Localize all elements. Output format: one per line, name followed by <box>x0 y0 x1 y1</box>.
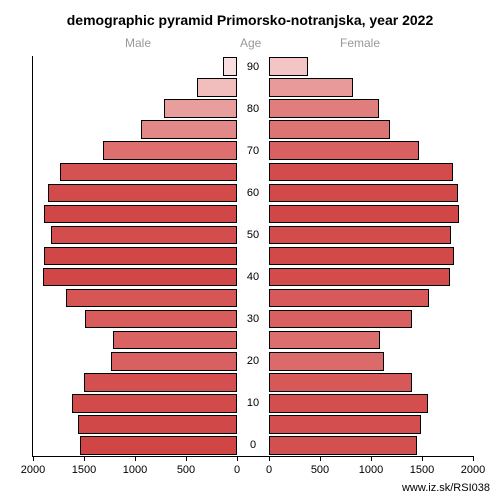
male-bar <box>85 310 237 329</box>
male-bar <box>113 331 237 350</box>
x-tick-label: 500 <box>166 464 206 476</box>
female-bar <box>269 57 308 76</box>
pyramid-chart: demographic pyramid Primorsko-notranjska… <box>0 0 500 500</box>
female-bar <box>269 78 353 97</box>
x-tick <box>320 456 321 461</box>
x-tick-label: 500 <box>300 464 340 476</box>
male-bar <box>43 268 237 287</box>
x-tick-label: 1000 <box>351 464 391 476</box>
age-tick-label: 30 <box>237 313 269 325</box>
female-bar <box>269 205 459 224</box>
male-bar <box>78 415 237 434</box>
x-tick <box>186 456 187 461</box>
female-bar <box>269 247 454 266</box>
age-tick-label: 60 <box>237 187 269 199</box>
female-bar <box>269 289 429 308</box>
male-bar <box>223 57 237 76</box>
female-bar <box>269 331 380 350</box>
x-tick <box>371 456 372 461</box>
female-bar <box>269 415 421 434</box>
female-bar <box>269 373 412 392</box>
male-bar <box>44 247 237 266</box>
female-bar <box>269 394 428 413</box>
age-tick-label: 90 <box>237 61 269 73</box>
male-bar <box>66 289 237 308</box>
age-tick-label: 40 <box>237 271 269 283</box>
x-tick <box>269 456 270 461</box>
female-bar <box>269 310 412 329</box>
male-bar <box>141 120 237 139</box>
x-tick-label: 2000 <box>453 464 493 476</box>
female-header: Female <box>340 36 380 50</box>
female-bar <box>269 352 384 371</box>
x-tick <box>84 456 85 461</box>
x-tick <box>422 456 423 461</box>
male-bar <box>80 436 237 455</box>
female-bar <box>269 226 451 245</box>
female-bar <box>269 184 458 203</box>
female-bar <box>269 163 453 182</box>
female-bar <box>269 141 419 160</box>
x-tick <box>33 456 34 461</box>
age-tick-label: 10 <box>237 397 269 409</box>
bars-layer <box>33 56 473 456</box>
x-tick-label: 0 <box>249 464 289 476</box>
male-bar <box>60 163 237 182</box>
male-bar <box>197 78 237 97</box>
age-tick-label: 80 <box>237 103 269 115</box>
x-tick <box>473 456 474 461</box>
male-bar <box>111 352 237 371</box>
x-tick <box>237 456 238 461</box>
male-bar <box>84 373 237 392</box>
x-tick-label: 1000 <box>115 464 155 476</box>
x-tick-label: 1500 <box>64 464 104 476</box>
x-tick-label: 1500 <box>402 464 442 476</box>
male-bar <box>164 99 237 118</box>
age-header: Age <box>240 36 261 50</box>
age-tick-label: 50 <box>237 229 269 241</box>
female-bar <box>269 436 417 455</box>
male-bar <box>44 205 237 224</box>
male-bar <box>51 226 237 245</box>
x-tick <box>135 456 136 461</box>
center-gap <box>237 56 269 456</box>
male-bar <box>48 184 237 203</box>
female-bar <box>269 268 450 287</box>
female-bar <box>269 99 379 118</box>
age-tick-label: 20 <box>237 355 269 367</box>
chart-title: demographic pyramid Primorsko-notranjska… <box>0 12 500 28</box>
source-text: www.iz.sk/RSI038 <box>402 482 490 494</box>
male-bar <box>103 141 237 160</box>
x-tick-label: 2000 <box>13 464 53 476</box>
age-tick-label: 70 <box>237 145 269 157</box>
plot-area: 20001500100050000500100015002000 0102030… <box>32 56 473 457</box>
male-bar <box>72 394 237 413</box>
female-bar <box>269 120 390 139</box>
age-tick-label: 0 <box>237 439 269 451</box>
male-header: Male <box>125 36 151 50</box>
